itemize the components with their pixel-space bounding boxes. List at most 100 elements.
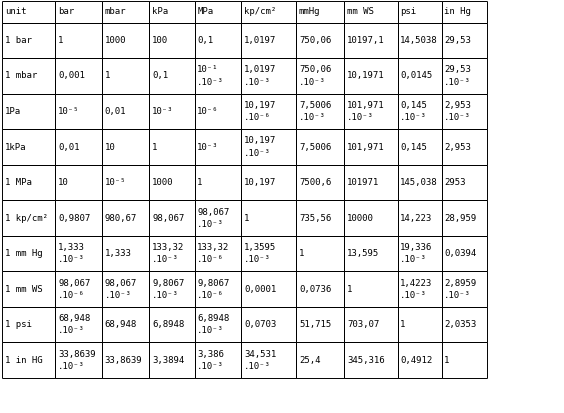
Text: 29,53: 29,53 [444,65,471,74]
Text: 750,06: 750,06 [299,65,331,74]
Text: 28,959: 28,959 [444,214,477,223]
Text: .10⁻⁶: .10⁻⁶ [197,291,224,300]
Text: 29,53: 29,53 [444,36,471,45]
Text: 7,5006: 7,5006 [299,101,331,110]
Text: .10⁻³: .10⁻³ [400,113,427,122]
Text: 7,5006: 7,5006 [299,142,331,152]
Text: .10⁻³: .10⁻³ [444,78,471,87]
Text: 1 mm WS: 1 mm WS [5,285,42,294]
Text: 2,0353: 2,0353 [444,320,477,329]
Text: 1 mm Hg: 1 mm Hg [5,249,42,258]
Text: 101,971: 101,971 [347,101,385,110]
Text: kp/cm²: kp/cm² [244,7,276,17]
Text: 2,8959: 2,8959 [444,278,477,287]
Text: 68,948: 68,948 [104,320,136,329]
Text: 0,0703: 0,0703 [244,320,276,329]
Text: .10⁻³: .10⁻³ [58,255,85,264]
Text: .10⁻³: .10⁻³ [197,78,224,87]
Text: 1 kp/cm²: 1 kp/cm² [5,214,48,223]
Text: 1,333: 1,333 [58,243,85,252]
Text: .10⁻³: .10⁻³ [197,326,224,335]
Text: 2953: 2953 [444,178,466,187]
Text: 1,333: 1,333 [104,249,131,258]
Text: 0,145: 0,145 [400,101,427,110]
Text: mbar: mbar [104,7,126,17]
Text: .10⁻³: .10⁻³ [152,255,179,264]
Text: 10⁻³: 10⁻³ [197,142,219,152]
Text: 145,038: 145,038 [400,178,438,187]
Text: 1 bar: 1 bar [5,36,32,45]
Text: .10⁻³: .10⁻³ [244,362,271,371]
Text: 1,0197: 1,0197 [244,65,276,74]
Text: 19,336: 19,336 [400,243,433,252]
Text: bar: bar [58,7,74,17]
Text: 51,715: 51,715 [299,320,331,329]
Text: .10⁻³: .10⁻³ [444,113,471,122]
Text: 1 psi: 1 psi [5,320,32,329]
Text: 0,01: 0,01 [104,107,126,116]
Text: 750,06: 750,06 [299,36,331,45]
Text: 68,948: 68,948 [58,314,90,323]
Text: 0,0001: 0,0001 [244,285,276,294]
Text: 98,067: 98,067 [197,207,230,216]
Text: 0,145: 0,145 [400,142,427,152]
Text: 133,32: 133,32 [197,243,230,252]
Text: 6,8948: 6,8948 [152,320,184,329]
Text: unit: unit [5,7,27,17]
Text: 9,8067: 9,8067 [152,278,184,287]
Text: .10⁻⁶: .10⁻⁶ [197,255,224,264]
Text: 3,3894: 3,3894 [152,356,184,365]
Text: 25,4: 25,4 [299,356,320,365]
Text: 1: 1 [244,214,249,223]
Text: 1kPa: 1kPa [5,142,27,152]
Text: .10⁻³: .10⁻³ [152,291,179,300]
Text: 1: 1 [58,36,63,45]
Text: 10⁻⁵: 10⁻⁵ [104,178,126,187]
Text: .10⁻³: .10⁻³ [244,78,271,87]
Text: 2,953: 2,953 [444,101,471,110]
Text: 3,386: 3,386 [197,349,224,358]
Text: 14,5038: 14,5038 [400,36,438,45]
Text: 0,9807: 0,9807 [58,214,90,223]
Text: 703,07: 703,07 [347,320,380,329]
Text: 98,067: 98,067 [104,278,136,287]
Text: 0,01: 0,01 [58,142,80,152]
Text: 0,0145: 0,0145 [400,71,433,81]
Text: 1: 1 [347,285,352,294]
Text: 1000: 1000 [152,178,174,187]
Text: .10⁻⁶: .10⁻⁶ [244,113,271,122]
Text: 10,1971: 10,1971 [347,71,385,81]
Text: 10,197: 10,197 [244,178,276,187]
Text: .10⁻³: .10⁻³ [444,291,471,300]
Text: 980,67: 980,67 [104,214,136,223]
Text: in Hg: in Hg [444,7,471,17]
Text: 1: 1 [400,320,406,329]
Text: 0,001: 0,001 [58,71,85,81]
Text: 1: 1 [444,356,450,365]
Text: 1Pa: 1Pa [5,107,21,116]
Text: .10⁻³: .10⁻³ [400,255,427,264]
Text: .10⁻³: .10⁻³ [244,149,271,158]
Text: psi: psi [400,7,416,17]
Text: 100: 100 [152,36,168,45]
Text: .10⁻³: .10⁻³ [197,362,224,371]
Text: 345,316: 345,316 [347,356,385,365]
Text: 1: 1 [197,178,202,187]
Text: .10⁻³: .10⁻³ [58,326,85,335]
Text: 33,8639: 33,8639 [58,349,96,358]
Text: .10⁻³: .10⁻³ [244,255,271,264]
Text: 10⁻⁵: 10⁻⁵ [58,107,80,116]
Text: 1,3595: 1,3595 [244,243,276,252]
Text: 133,32: 133,32 [152,243,184,252]
Text: .10⁻⁶: .10⁻⁶ [58,291,85,300]
Text: 1,4223: 1,4223 [400,278,433,287]
Text: 14,223: 14,223 [400,214,433,223]
Text: 1000: 1000 [104,36,126,45]
Text: 1,0197: 1,0197 [244,36,276,45]
Text: .10⁻³: .10⁻³ [197,220,224,229]
Text: 6,8948: 6,8948 [197,314,230,323]
Text: 10000: 10000 [347,214,374,223]
Text: .10⁻³: .10⁻³ [104,291,131,300]
Text: 10197,1: 10197,1 [347,36,385,45]
Text: 98,067: 98,067 [58,278,90,287]
